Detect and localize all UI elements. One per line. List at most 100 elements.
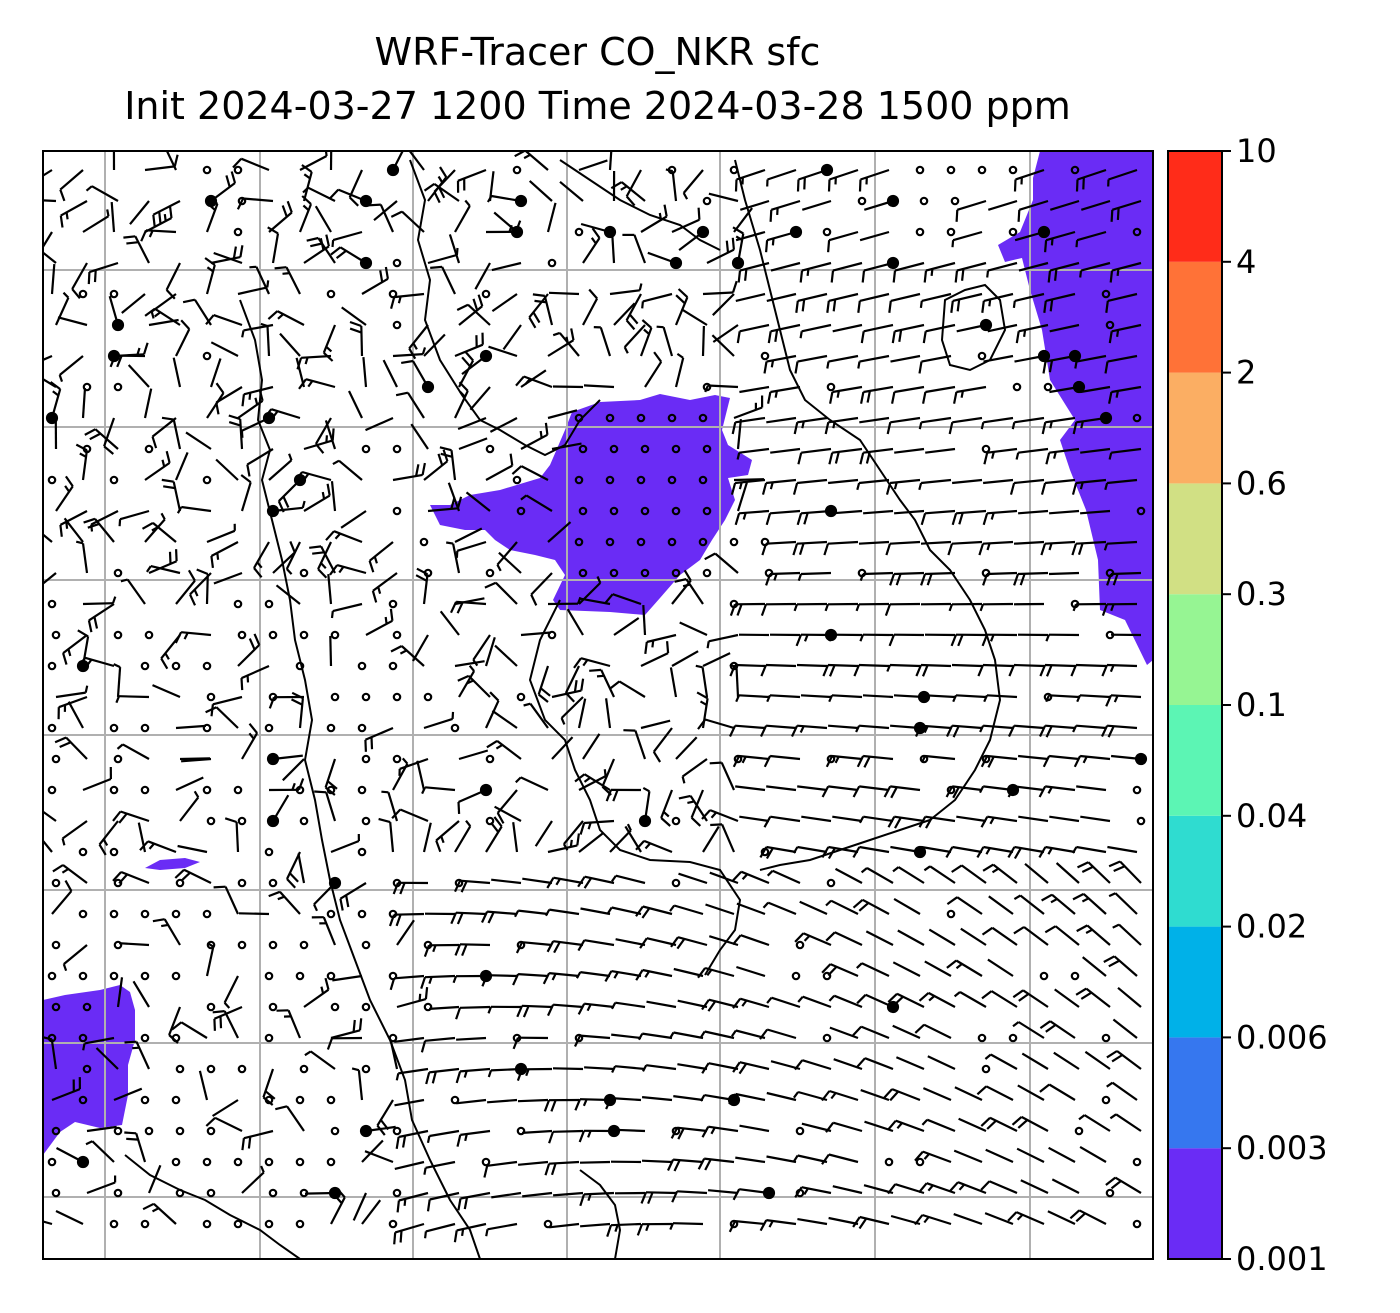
- wind-barb-shaft: [922, 1150, 952, 1164]
- wind-barb-shaft: [361, 1139, 384, 1163]
- calm-wind-marker: [202, 1219, 212, 1229]
- wind-barb-flag: [264, 1090, 276, 1100]
- wind-barb-shaft: [401, 210, 425, 233]
- wind-barb-shaft: [583, 773, 611, 791]
- wind-barb-flag: [1106, 573, 1113, 586]
- wind-barb-shaft: [895, 1119, 925, 1133]
- wind-barb-flag: [1038, 846, 1047, 858]
- wind-barb-flag: [64, 880, 73, 892]
- wind-barb-shaft: [611, 1033, 642, 1040]
- wind-barb-flag: [118, 519, 122, 527]
- wind-barb-shaft: [165, 151, 177, 171]
- station-dot: [1068, 349, 1082, 363]
- wind-barb-flag: [728, 1093, 737, 1105]
- wind-barb-shaft: [1051, 893, 1076, 915]
- wind-barb-flag: [611, 1065, 617, 1073]
- wind-barb-shaft: [341, 306, 367, 326]
- wind-barb-flag: [730, 482, 737, 495]
- wind-barb-flag: [603, 769, 607, 777]
- wind-barb-shaft: [303, 494, 331, 512]
- wind-barb-shaft: [1054, 925, 1080, 946]
- calm-wind-marker: [361, 444, 371, 454]
- wind-barb-flag: [239, 245, 244, 258]
- calm-wind-marker: [109, 847, 119, 857]
- calm-wind-marker: [109, 475, 119, 485]
- wind-barb-flag: [986, 542, 991, 551]
- wind-barb-shaft: [174, 451, 189, 481]
- wind-barb-flag: [193, 790, 200, 798]
- station-dot: [359, 1124, 373, 1138]
- wind-barb-shaft: [1114, 1176, 1142, 1194]
- wind-barb-shaft: [736, 168, 766, 181]
- wind-barb-flag: [946, 959, 957, 969]
- wind-barb-flag: [472, 298, 479, 311]
- wind-barb-shaft: [522, 1191, 553, 1198]
- wind-barb-flag: [24, 368, 25, 380]
- calm-wind-marker: [826, 878, 836, 888]
- calm-wind-marker: [361, 754, 371, 764]
- wind-barb-flag: [298, 378, 307, 390]
- wind-barb-shaft: [925, 385, 956, 394]
- wind-barb-flag: [575, 971, 582, 979]
- wind-barb-shaft: [301, 354, 332, 359]
- wind-barb-shaft: [614, 1065, 646, 1071]
- wind-barb-shaft: [487, 1098, 518, 1104]
- calm-wind-marker: [1008, 227, 1018, 237]
- wind-barb-shaft: [801, 1059, 832, 1071]
- wind-barb-shaft: [961, 864, 987, 884]
- wind-barb-flag: [1103, 955, 1115, 963]
- wind-barb-flag: [574, 1098, 582, 1111]
- calm-wind-marker: [295, 785, 305, 795]
- wind-barb-flag: [858, 179, 862, 192]
- wind-barb-shaft: [739, 447, 770, 454]
- wind-barb-flag: [885, 482, 892, 495]
- wind-barb-flag: [459, 391, 466, 398]
- wind-barb-flag: [697, 967, 706, 979]
- wind-barb-shaft: [491, 261, 522, 272]
- calm-wind-marker: [264, 1219, 274, 1229]
- station-dot: [1072, 380, 1086, 394]
- calm-wind-marker: [1039, 971, 1049, 981]
- wind-barb-flag: [948, 603, 954, 612]
- wind-barb-shaft: [580, 971, 611, 978]
- station-dot: [731, 256, 745, 270]
- wind-barb-shaft: [63, 944, 88, 965]
- wind-barb-shaft: [243, 1129, 274, 1140]
- wind-barb-shaft: [859, 845, 890, 854]
- wind-barb-shaft: [833, 994, 863, 1009]
- wind-barb-flag: [918, 482, 923, 491]
- station-dot: [479, 783, 493, 797]
- wind-barb-shaft: [183, 868, 212, 884]
- wind-barb-flag: [953, 991, 961, 998]
- wind-barb-shaft: [271, 233, 280, 264]
- wind-barb-flag: [699, 700, 708, 706]
- calm-wind-marker: [1070, 971, 1080, 981]
- wind-barb-shaft: [121, 293, 146, 314]
- wind-barb-flag: [1108, 959, 1120, 968]
- wind-barb-shaft: [1087, 861, 1111, 884]
- calm-wind-marker: [578, 444, 588, 454]
- wind-barb-shaft: [580, 907, 611, 916]
- wind-barb-flag: [258, 388, 264, 402]
- wind-barb-flag: [587, 1130, 592, 1138]
- wind-barb-flag: [439, 446, 452, 452]
- wind-barb-shaft: [1018, 1021, 1045, 1039]
- wind-barb-shaft: [398, 1191, 429, 1202]
- calm-wind-marker: [113, 878, 123, 888]
- wind-barb-shaft: [642, 905, 673, 916]
- wind-barb-shaft: [584, 1066, 615, 1071]
- wind-barb-flag: [701, 1062, 710, 1074]
- wind-barb-shaft: [984, 1212, 1014, 1226]
- calm-wind-marker: [82, 1002, 92, 1012]
- calm-wind-marker: [109, 723, 119, 733]
- station-dot: [45, 411, 59, 425]
- wind-barb-flag: [1007, 1211, 1018, 1222]
- wind-barb-flag: [695, 664, 703, 669]
- wind-barb-shaft: [770, 385, 801, 394]
- wind-barb-shaft: [766, 416, 797, 424]
- wind-barb-shaft: [113, 1087, 143, 1102]
- wind-barb-flag: [582, 659, 589, 667]
- wind-barb-flag: [399, 649, 408, 655]
- calm-wind-marker: [82, 382, 92, 392]
- calm-wind-marker: [516, 692, 526, 702]
